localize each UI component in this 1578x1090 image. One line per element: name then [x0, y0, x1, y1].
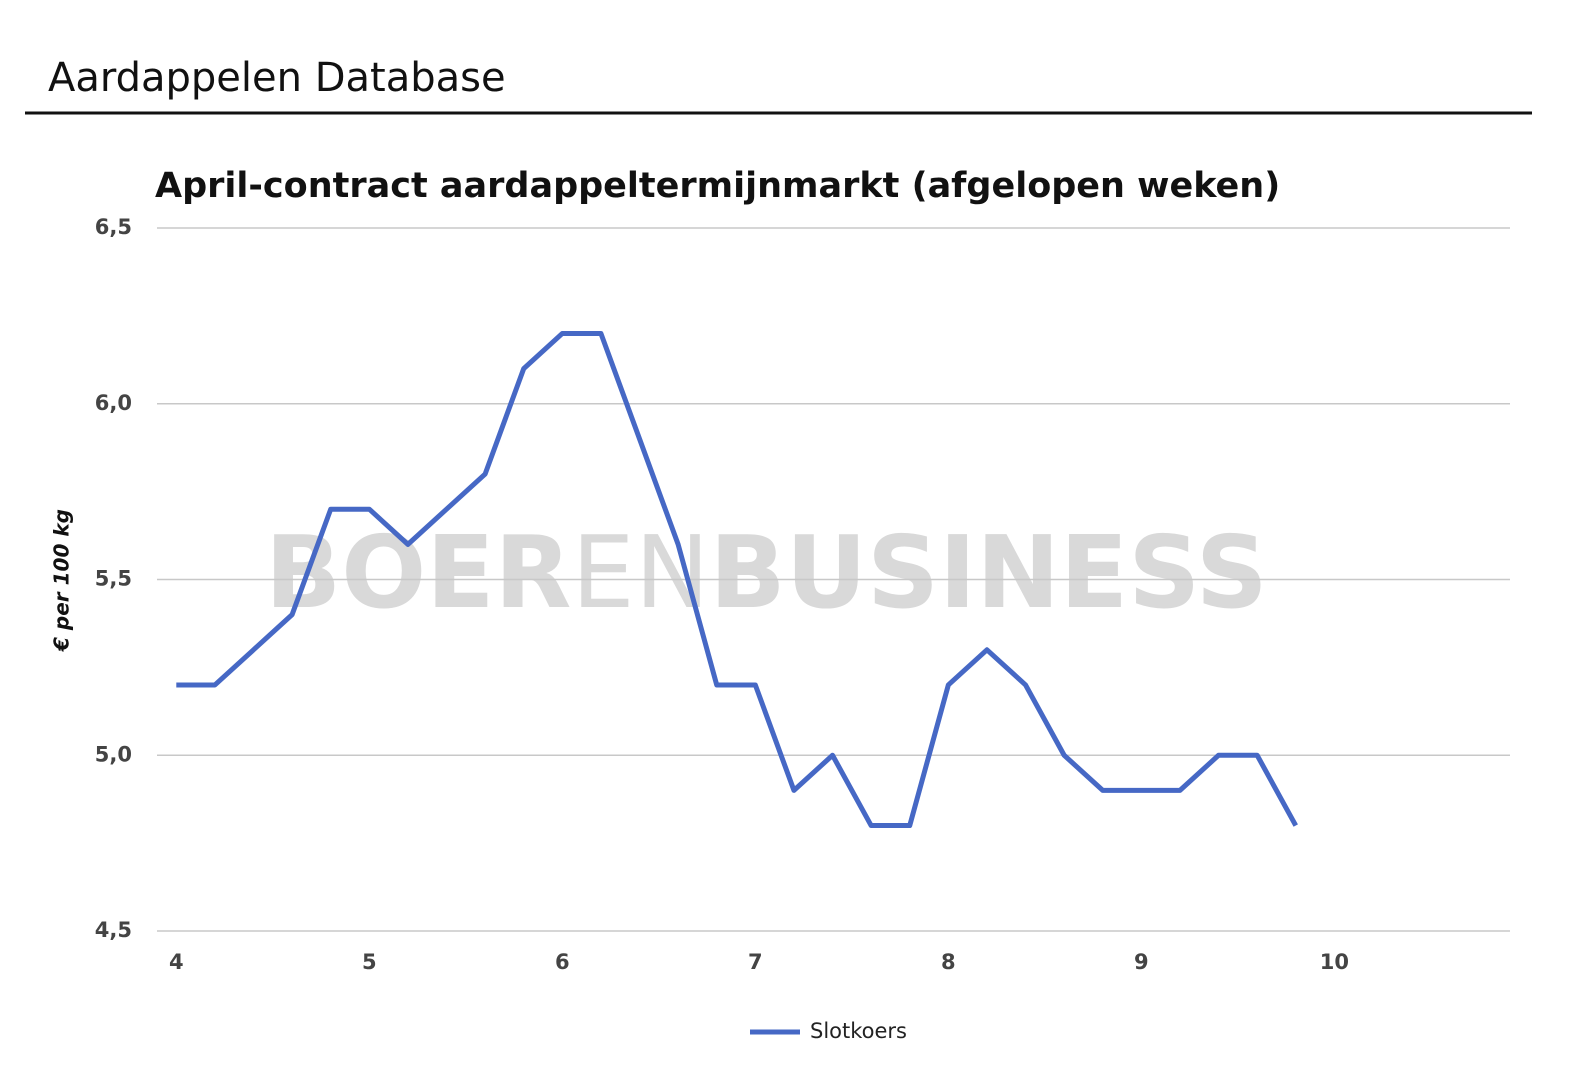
x-tick-label: 7	[748, 950, 763, 974]
x-tick-label: 5	[362, 950, 377, 974]
x-tick-label: 8	[941, 950, 956, 974]
y-tick-label: 4,5	[95, 918, 132, 942]
y-tick-label: 5,0	[95, 742, 132, 766]
y-axis-label: € per 100 kg	[50, 509, 74, 652]
data-line	[176, 330, 1298, 829]
y-tick-label: 6,0	[95, 391, 132, 415]
watermark-text: BOERENBUSINESS	[265, 514, 1268, 631]
x-tick-label: 9	[1134, 950, 1149, 974]
x-tick-label: 6	[555, 950, 570, 974]
chart-title: April-contract aardappeltermijnmarkt (af…	[155, 166, 1280, 206]
watermark-part: EN	[572, 514, 710, 631]
y-tick-label: 5,5	[95, 567, 132, 591]
watermark-part: BUSINESS	[710, 514, 1268, 631]
page-title: Aardappelen Database	[48, 55, 506, 101]
y-tick-label: 6,5	[95, 215, 132, 239]
watermark: BOERENBUSINESS	[265, 514, 1268, 631]
x-tick-label: 4	[169, 950, 184, 974]
x-tick-label: 10	[1320, 950, 1349, 974]
legend-label: Slotkoers	[810, 1019, 907, 1043]
